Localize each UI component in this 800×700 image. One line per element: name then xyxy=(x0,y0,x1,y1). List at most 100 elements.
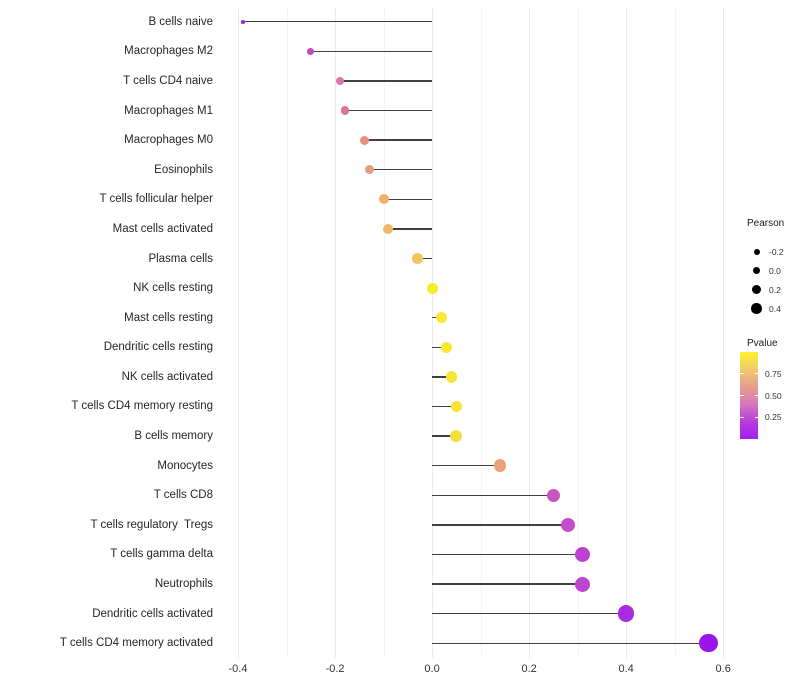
category-label: B cells memory xyxy=(134,430,213,443)
category-label: T cells CD4 naive xyxy=(123,74,213,87)
lollipop-dot xyxy=(493,459,507,472)
lollipop-stem xyxy=(432,494,554,496)
category-label: Macrophages M2 xyxy=(124,45,213,58)
size-legend-dot-cell xyxy=(751,284,762,295)
lollipop-dot xyxy=(575,576,590,592)
lollipop-stem xyxy=(432,435,457,437)
colorbar-tick-label: 0.50 xyxy=(765,390,782,401)
lollipop-stem xyxy=(432,642,709,644)
category-label: B cells naive xyxy=(148,15,213,28)
size-legend-entry: -0.2 xyxy=(738,242,800,261)
lollipop-stem xyxy=(383,198,433,201)
pvalue-colorbar-wrap: 0.75 0.50 0.25 xyxy=(740,352,800,439)
category-label: T cells CD4 memory activated xyxy=(59,637,213,650)
category-label: T cells CD8 xyxy=(153,489,213,502)
size-legend-dot xyxy=(753,248,760,255)
lollipop-dot xyxy=(335,76,344,85)
colorbar-tick xyxy=(740,394,744,397)
legend-pearson-entries: -0.2 0.0 0.2 0.4 xyxy=(738,242,800,318)
lollipop-stem xyxy=(432,524,568,526)
category-label: Eosinophils xyxy=(154,163,213,176)
colorbar-tick-label: 0.25 xyxy=(765,412,782,423)
lollipop-dot xyxy=(450,400,463,413)
gridline-minor xyxy=(383,7,385,658)
lollipop-dot xyxy=(450,430,463,443)
colorbar-tick-label: 0.75 xyxy=(765,368,782,379)
lollipop-dot xyxy=(412,253,423,264)
size-legend-entry: 0.0 xyxy=(738,261,800,280)
lollipop-dot xyxy=(364,165,374,175)
legend-pearson-title: Pearson xyxy=(747,218,785,229)
size-legend-dot-cell xyxy=(751,303,762,314)
x-tick-label: -0.4 xyxy=(228,663,248,675)
category-label: Mast cells activated xyxy=(112,222,213,235)
lollipop-dot xyxy=(340,106,349,115)
size-legend-dot-cell xyxy=(751,265,762,276)
lollipop-stem xyxy=(432,376,452,378)
plot-panel xyxy=(222,7,730,658)
size-legend-label: 0.4 xyxy=(769,303,781,314)
lollipop-stem xyxy=(344,109,433,112)
legend-pearson: Pearson -0.2 0.0 0.2 0.4 xyxy=(738,218,800,318)
lollipop-stem xyxy=(388,228,433,230)
x-tick-label: -0.2 xyxy=(325,663,345,675)
category-label: Macrophages M1 xyxy=(124,104,213,117)
category-label: Macrophages M0 xyxy=(124,134,213,147)
lollipop-dot xyxy=(359,135,369,145)
size-legend-label: 0.0 xyxy=(769,265,781,276)
lollipop-dot xyxy=(560,517,576,533)
lollipop-dot xyxy=(383,223,394,234)
lollipop-stem xyxy=(432,583,583,585)
x-tick-label: 0.0 xyxy=(424,663,440,675)
lollipop-stem xyxy=(417,257,433,260)
lollipop-stem xyxy=(364,139,433,141)
category-label: T cells regulatory Tregs xyxy=(90,518,213,531)
size-legend-entry: 0.2 xyxy=(738,280,800,299)
category-label: Mast cells resting xyxy=(124,311,213,324)
category-label: NK cells activated xyxy=(121,370,213,383)
lollipop-dot xyxy=(445,371,458,383)
legend-pvalue-title: Pvalue xyxy=(747,338,778,349)
category-label: T cells follicular helper xyxy=(99,193,213,206)
gridline-major xyxy=(432,7,434,658)
gridline-major xyxy=(238,7,239,658)
x-tick-label: 0.4 xyxy=(618,663,634,675)
size-legend-dot xyxy=(751,303,762,314)
lollipop-stem xyxy=(432,553,583,556)
lollipop-stem xyxy=(242,21,433,23)
lollipop-dot xyxy=(699,633,718,653)
category-label: Dendritic cells activated xyxy=(92,607,213,620)
colorbar-tick xyxy=(754,394,758,397)
gridline-major xyxy=(723,7,725,658)
lollipop-dot xyxy=(378,194,389,205)
lollipop-stem xyxy=(310,50,433,53)
lollipop-dot xyxy=(426,282,438,294)
lollipop-dot xyxy=(441,341,453,353)
legend-pvalue: Pvalue 0.75 0.50 0.25 xyxy=(738,338,800,439)
lollipop-stem xyxy=(432,346,447,348)
size-legend-dot xyxy=(752,266,761,275)
category-label: Plasma cells xyxy=(148,252,213,265)
size-legend-dot-cell xyxy=(751,246,762,257)
lollipop-stem xyxy=(432,405,457,408)
category-label: NK cells resting xyxy=(133,282,213,295)
category-label: Dendritic cells resting xyxy=(103,341,213,354)
colorbar-tick xyxy=(754,416,758,418)
lollipop-dot xyxy=(617,605,635,622)
lollipop-stem xyxy=(369,169,433,171)
category-label: T cells gamma delta xyxy=(110,548,213,561)
gridline-minor xyxy=(480,7,482,658)
gridline-major xyxy=(335,7,337,658)
lollipop-dot xyxy=(436,312,448,324)
size-legend-label: 0.2 xyxy=(769,284,781,295)
lollipop-dot xyxy=(307,47,315,55)
category-label: Monocytes xyxy=(157,459,213,472)
size-legend-dot xyxy=(752,285,761,294)
x-tick-label: 0.6 xyxy=(715,663,731,675)
colorbar-tick xyxy=(740,373,744,375)
category-label: Neutrophils xyxy=(154,578,213,591)
lollipop-stem xyxy=(432,464,500,467)
gridline-minor xyxy=(674,7,676,658)
colorbar-tick xyxy=(754,373,758,375)
